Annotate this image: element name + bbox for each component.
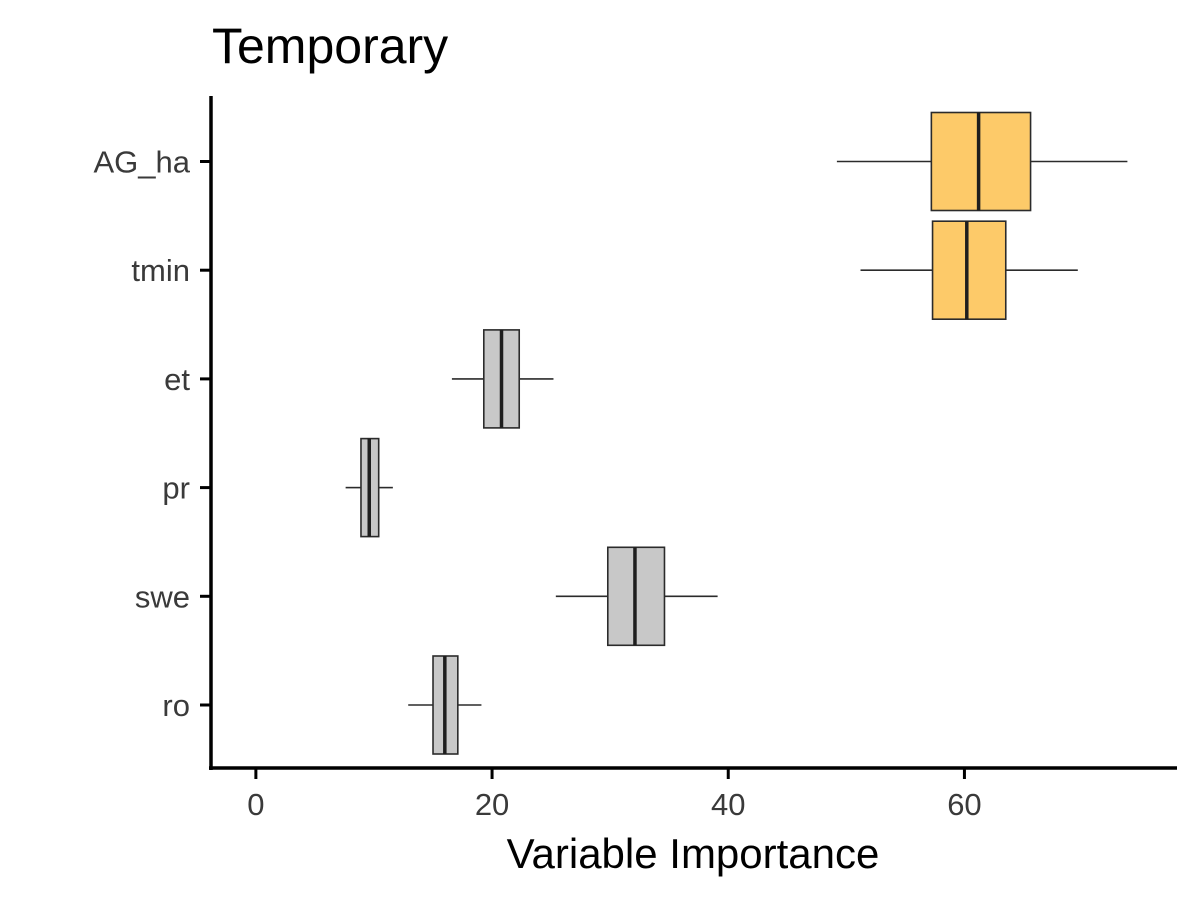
boxplot-pr — [345, 437, 393, 538]
x-axis: 0 20 40 60 — [247, 768, 982, 822]
x-tick-label: 20 — [475, 787, 509, 822]
iqr-box — [931, 220, 1007, 320]
plot-area — [345, 111, 1128, 755]
y-tick-label: ro — [162, 688, 190, 723]
x-tick-label: 0 — [247, 787, 264, 822]
boxplot-ro — [408, 655, 482, 755]
chart-title: Temporary — [212, 18, 448, 74]
y-tick-label: tmin — [131, 253, 190, 288]
y-tick-label: AG_ha — [93, 145, 190, 180]
x-axis-label: Variable Importance — [507, 830, 880, 877]
x-tick-label: 40 — [711, 787, 745, 822]
boxplot-et — [451, 329, 554, 429]
y-tick-label: et — [164, 362, 190, 397]
y-tick-label: pr — [162, 471, 190, 506]
x-tick-label: 60 — [947, 787, 981, 822]
boxplot-tmin — [860, 220, 1078, 320]
boxplot-swe — [555, 546, 718, 647]
iqr-box — [930, 111, 1032, 212]
y-tick-label: swe — [135, 579, 190, 614]
boxplot-ag-ha — [836, 111, 1128, 212]
